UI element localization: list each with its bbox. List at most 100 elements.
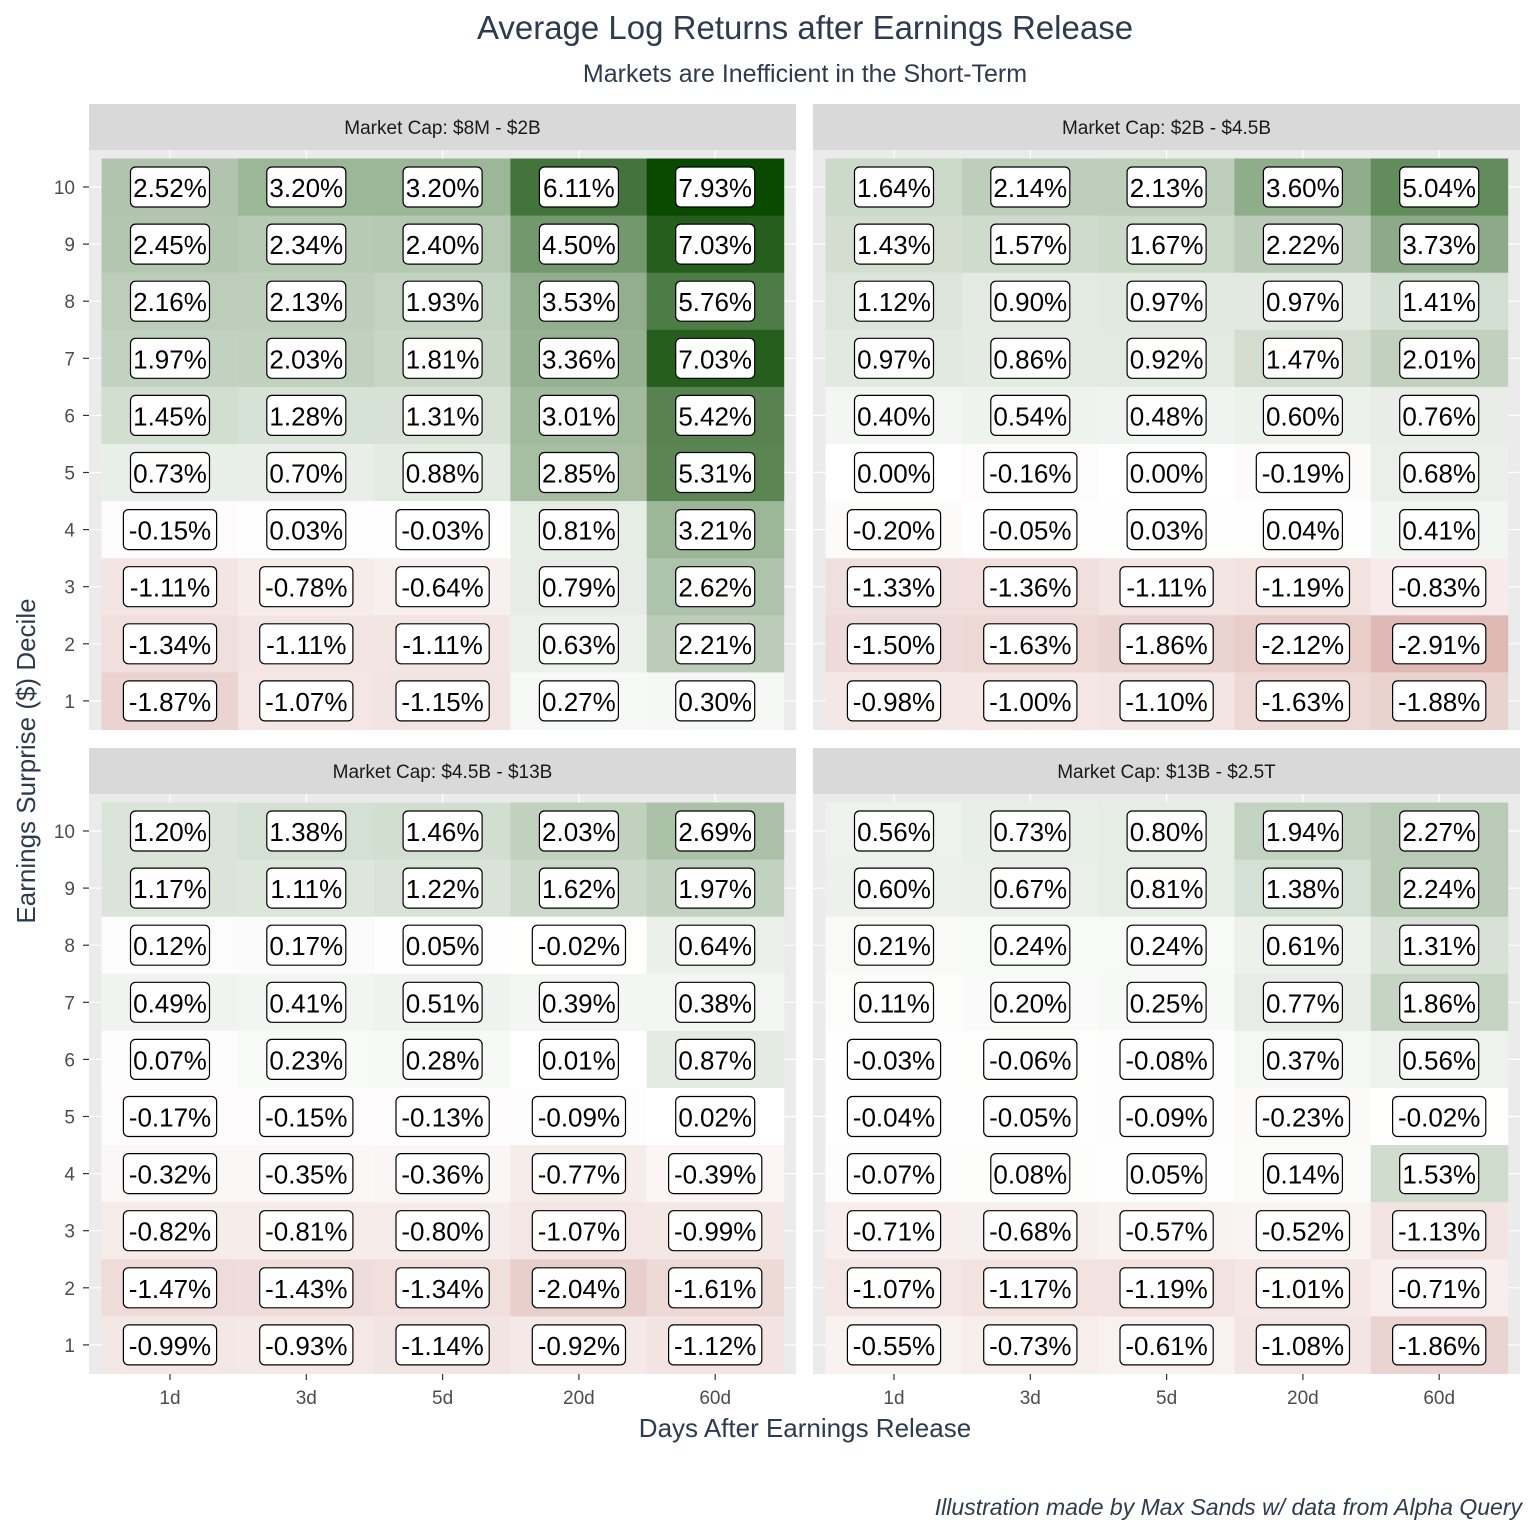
cell-label-box xyxy=(1391,1267,1487,1309)
cell-label-box xyxy=(259,1152,354,1195)
cell-label: 0.79% xyxy=(542,573,616,603)
cell-label-box xyxy=(1126,223,1207,265)
cell-label: 0.92% xyxy=(1130,344,1204,374)
cell-label-box xyxy=(853,867,935,909)
cell-label-box xyxy=(266,394,347,436)
cell-label-box xyxy=(853,394,935,436)
cell-label: 0.61% xyxy=(1266,931,1340,961)
y-tick-label: 9 xyxy=(64,879,75,900)
cell-label-box xyxy=(538,981,620,1023)
cell-label-box xyxy=(853,337,935,379)
cell-label-box xyxy=(1262,1038,1344,1081)
cell-label-box xyxy=(402,166,483,208)
cell-label-box xyxy=(990,280,1071,322)
chart-caption: Illustration made by Max Sands w/ data f… xyxy=(935,1494,1524,1520)
cell-label-box xyxy=(675,810,756,852)
cell-label-box xyxy=(129,223,211,265)
cell-label-box xyxy=(1391,680,1487,722)
cell-label-box xyxy=(846,1210,942,1252)
cell-label-box xyxy=(990,1152,1071,1195)
cell-label: 0.17% xyxy=(269,931,343,961)
cell-label: 0.05% xyxy=(1130,1160,1204,1190)
cell-label: -0.82% xyxy=(129,1217,211,1247)
cell-label-box xyxy=(1399,166,1480,208)
y-tick-label: 3 xyxy=(64,1222,75,1243)
cell-label: -0.80% xyxy=(401,1217,483,1247)
cell-label: 0.54% xyxy=(993,401,1067,431)
cell-label-box xyxy=(853,810,935,852)
cell-label: 0.14% xyxy=(1266,1160,1340,1190)
cell-label-box xyxy=(1126,810,1207,852)
cell-label-box xyxy=(266,509,347,551)
cell-label: -1.19% xyxy=(1125,1274,1207,1304)
cell-label-box xyxy=(1399,981,1480,1023)
cell-label: -0.09% xyxy=(1125,1103,1207,1133)
facet-strip xyxy=(89,104,796,150)
cell-label-box xyxy=(538,623,620,665)
y-tick-label: 10 xyxy=(54,178,75,199)
cell-label: 1.22% xyxy=(406,874,480,904)
cell-label: 0.00% xyxy=(1130,459,1204,489)
cell-label: -0.23% xyxy=(1262,1103,1344,1133)
cell-label: 0.97% xyxy=(857,344,931,374)
cell-label-box xyxy=(1391,623,1487,665)
cell-label: -1.43% xyxy=(265,1274,347,1304)
cell-label-box xyxy=(990,981,1071,1023)
cell-label: 0.87% xyxy=(678,1045,752,1075)
cell-label: 1.28% xyxy=(269,401,343,431)
cell-label-box xyxy=(1126,1152,1207,1195)
cell-label: 1.45% xyxy=(133,401,207,431)
cell-label-box xyxy=(675,223,756,265)
cell-label: -1.34% xyxy=(401,1274,483,1304)
cell-label-box xyxy=(395,566,490,608)
cell-label-box xyxy=(853,451,935,494)
cell-label-box xyxy=(1126,509,1207,551)
cell-label-box xyxy=(531,924,627,966)
cell-label: -0.81% xyxy=(265,1217,347,1247)
cell-label: -0.78% xyxy=(265,573,347,603)
cell-label-box xyxy=(1399,810,1480,852)
cell-label: -0.99% xyxy=(674,1217,756,1247)
cell-label-box xyxy=(266,867,347,909)
cell-label-box xyxy=(1399,1152,1480,1195)
cell-label: 0.88% xyxy=(406,459,480,489)
cell-label-box xyxy=(1119,1324,1214,1366)
cell-label: 0.05% xyxy=(406,931,480,961)
cell-label: 7.93% xyxy=(678,173,752,203)
cell-label: -1.86% xyxy=(1398,1331,1480,1361)
cell-label-box xyxy=(853,223,935,265)
cell-label: 0.56% xyxy=(857,817,931,847)
cell-label-box xyxy=(259,1324,354,1366)
cell-label: 2.21% xyxy=(678,630,752,660)
cell-label-box xyxy=(990,337,1071,379)
cell-label-box xyxy=(1391,1095,1487,1138)
cell-label-box xyxy=(1391,1210,1487,1252)
cell-label: 6.11% xyxy=(543,173,615,203)
cell-label: -1.07% xyxy=(853,1274,935,1304)
facet-strip xyxy=(813,104,1520,150)
cell-label: 0.63% xyxy=(542,630,616,660)
cell-label: -1.08% xyxy=(1262,1331,1344,1361)
cell-label-box xyxy=(259,680,354,722)
cell-label-box xyxy=(1262,1152,1344,1195)
cell-label: -0.39% xyxy=(674,1160,756,1190)
cell-label-box xyxy=(675,867,756,909)
cell-label: -0.02% xyxy=(538,931,620,961)
cell-label: -0.61% xyxy=(1125,1331,1207,1361)
cell-label: -1.07% xyxy=(265,687,347,717)
cell-label-box xyxy=(129,394,211,436)
cell-label: 1.86% xyxy=(1402,988,1476,1018)
cell-label-box xyxy=(129,981,211,1023)
cell-label: 0.49% xyxy=(133,988,207,1018)
cell-label-box xyxy=(675,337,756,379)
cell-label: 1.38% xyxy=(269,817,343,847)
cell-label: 3.73% xyxy=(1402,230,1476,260)
cell-label: 0.51% xyxy=(406,988,480,1018)
cell-label-box xyxy=(983,1324,1078,1366)
cell-label-box xyxy=(1399,223,1480,265)
cell-label: -0.68% xyxy=(989,1217,1071,1247)
cell-label: 2.24% xyxy=(1402,874,1476,904)
cell-label: 1.20% xyxy=(133,817,207,847)
y-tick-label: 5 xyxy=(64,1108,75,1129)
cell-label-box xyxy=(983,1038,1078,1081)
